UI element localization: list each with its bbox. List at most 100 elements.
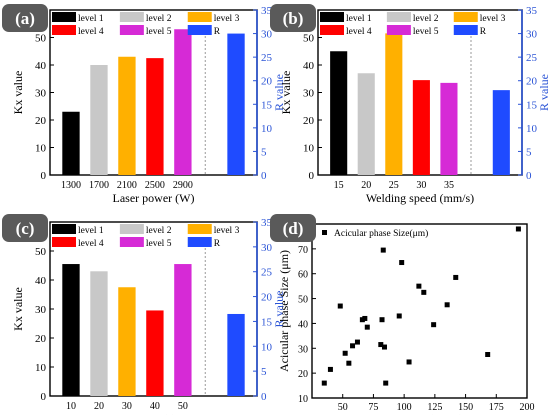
legend-label: R: [214, 27, 221, 37]
legend-label: level 1: [78, 14, 104, 24]
y-tick-label: 20: [298, 369, 308, 380]
legend-label: level 5: [413, 27, 439, 37]
x-tick-label: 30: [416, 180, 426, 191]
y2-tick-label: 15: [526, 99, 538, 111]
chart-panel-a: 0102030405060051015202530351300170021002…: [11, 5, 286, 205]
legend-label: level 5: [146, 27, 172, 37]
y2-tick-label: 0: [261, 170, 267, 182]
y2-tick-label: 15: [261, 99, 273, 111]
y2-tick-label: 35: [526, 5, 538, 17]
x-tick-label: 200: [520, 402, 535, 413]
y2-tick-label: 20: [261, 292, 273, 304]
y-tick-label: 50: [303, 33, 315, 45]
scatter-point: [342, 350, 348, 356]
panel-badge-a: (a): [2, 4, 48, 32]
x-tick-label: 175: [489, 402, 504, 413]
scatter-point: [327, 366, 333, 372]
y2-tick-label: 5: [526, 146, 532, 158]
y-tick-label: 30: [35, 88, 47, 100]
y2-tick-label: 10: [526, 123, 538, 135]
scatter-point: [350, 343, 356, 349]
panel-badge-bg: [270, 4, 316, 32]
bar-level-1: [62, 111, 80, 175]
y-tick-label: 50: [35, 246, 47, 258]
panel-badge-label: (d): [283, 219, 304, 238]
y-tick-label: 10: [303, 143, 315, 155]
legend-label: level 2: [413, 14, 439, 24]
x-tick-label: 125: [427, 402, 442, 413]
legend-label: R: [480, 27, 487, 37]
legend-label: level 2: [146, 14, 172, 24]
x-tick-label: 100: [397, 402, 412, 413]
bar-level-1: [62, 264, 80, 396]
y2-tick-label: 25: [261, 52, 273, 64]
y2-tick-label: 25: [261, 267, 273, 279]
y-axis-label: Kx value: [11, 287, 25, 331]
legend-swatch: [187, 237, 212, 247]
y-tick-label: 20: [35, 115, 47, 127]
x-axis-label: Heat input (J/mm): [376, 412, 464, 415]
y-tick-label: 10: [35, 143, 47, 155]
legend-swatch: [187, 224, 212, 234]
panel-badge-c: (c): [2, 214, 48, 242]
y2-tick-label: 30: [261, 242, 273, 254]
scatter-point: [444, 302, 450, 308]
bar-r: [227, 313, 245, 396]
panel-badge-d: (d): [270, 214, 316, 242]
y2-tick-label: 0: [526, 170, 532, 182]
legend-label: level 3: [214, 226, 240, 236]
bar-level-2: [357, 73, 375, 175]
y-tick-label: 0: [41, 170, 47, 182]
legend-swatch: [52, 237, 76, 247]
bar-level-5: [440, 82, 458, 175]
bar-level-4: [146, 58, 164, 175]
legend-label: level 1: [78, 226, 104, 236]
y2-tick-label: 10: [261, 341, 273, 353]
y-axis-label: Kx value: [11, 71, 25, 115]
y-tick-label: 50: [298, 295, 308, 306]
legend-swatch: [119, 237, 144, 247]
x-tick-label: 40: [150, 401, 160, 412]
legend-swatch: [52, 224, 76, 234]
legend-label: level 4: [346, 27, 372, 37]
legend-label: level 4: [78, 239, 104, 249]
scatter-point: [381, 344, 387, 350]
legend-swatch: [187, 25, 212, 35]
x-tick-label: 1700: [89, 180, 109, 191]
y-tick-label: 30: [298, 344, 308, 355]
panel-badge-bg: [2, 214, 48, 242]
bar-r: [227, 33, 245, 176]
legend-swatch: [119, 12, 144, 22]
bar-level-3: [385, 33, 403, 175]
y2-tick-label: 0: [261, 391, 267, 403]
legend-swatch: [52, 12, 76, 22]
y2-axis-label: R value: [537, 74, 550, 111]
y-axis-label: Acicular phase Size (μm): [277, 250, 291, 372]
x-tick-label: 25: [389, 180, 399, 191]
y-tick-label: 10: [35, 362, 47, 374]
panel-badge-label: (a): [15, 9, 35, 28]
plot-frame: [311, 223, 528, 399]
scatter-point: [399, 260, 405, 266]
scatter-point: [362, 315, 368, 321]
scatter-point: [321, 380, 327, 386]
x-tick-label: 50: [338, 402, 348, 413]
y2-tick-label: 35: [261, 217, 273, 229]
x-axis-label: Welding speed (mm/s): [366, 191, 474, 205]
bar-level-5: [174, 264, 192, 396]
y2-tick-label: 5: [261, 366, 267, 378]
y2-tick-label: 5: [261, 146, 267, 158]
y2-tick-label: 30: [526, 29, 538, 41]
legend-swatch: [386, 12, 411, 22]
bar-level-3: [118, 56, 136, 175]
bar-level-1: [330, 51, 348, 175]
legend-label: level 1: [346, 14, 372, 24]
legend-label: level 4: [78, 27, 104, 37]
legend-swatch: [187, 12, 212, 22]
legend-swatch: [386, 25, 411, 35]
y2-axis-label: R value: [272, 74, 286, 111]
panel-badge-label: (b): [283, 9, 304, 28]
scatter-point: [364, 324, 370, 330]
scatter-point: [354, 339, 360, 345]
